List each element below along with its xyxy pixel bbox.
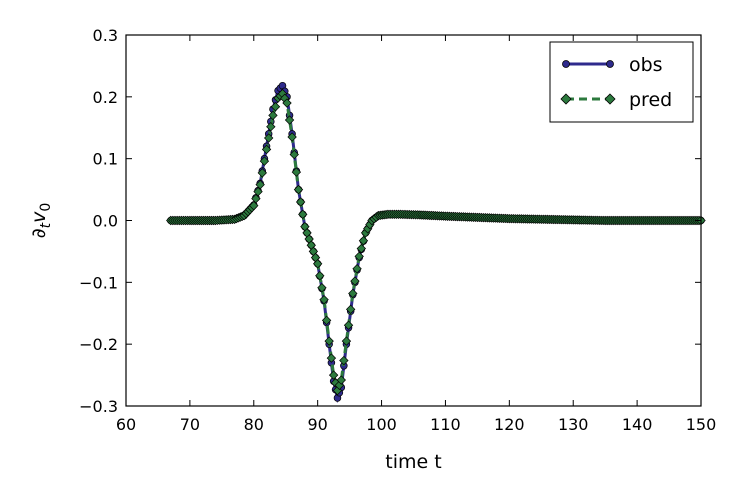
x-tick-label: 150 — [686, 415, 717, 434]
y-tick-label: 0.2 — [93, 88, 118, 107]
x-tick-label: 90 — [307, 415, 327, 434]
x-tick-label: 60 — [116, 415, 136, 434]
marker-pred — [326, 353, 337, 363]
marker-pred — [268, 110, 278, 121]
y-axis-label-sub-t: t — [38, 222, 54, 228]
x-tick-label: 130 — [558, 415, 589, 434]
marker-pred — [354, 251, 364, 262]
axis-ticks: 60 70 80 90 100 110 120 130 140 150 −0.3 −0.2 −0.1 0.… — [79, 26, 716, 434]
legend-obs-marker-left — [562, 60, 570, 68]
marker-pred — [319, 294, 329, 305]
marker-pred — [284, 115, 295, 125]
plot-data-layer — [166, 81, 706, 404]
legend-box — [549, 41, 694, 123]
y-tick-label: 0.3 — [93, 26, 118, 45]
legend-obs-marker-right — [606, 60, 614, 68]
marker-pred — [345, 304, 356, 315]
y-tick-label: −0.3 — [79, 397, 118, 416]
y-tick-label: 0.1 — [93, 150, 118, 169]
y-axis-label-sub-0: 0 — [38, 203, 54, 212]
marker-pred — [251, 193, 261, 204]
marker-pred — [343, 320, 354, 330]
marker-pred — [270, 102, 281, 112]
x-tick-label: 110 — [430, 415, 461, 434]
marker-pred — [291, 167, 302, 177]
y-tick-label: −0.2 — [79, 335, 118, 354]
marker-pred — [324, 336, 334, 346]
marker-pred — [295, 197, 306, 207]
marker-pred — [253, 186, 263, 197]
x-axis-label: time t — [385, 451, 441, 473]
legend-pred-marker-left — [560, 93, 572, 105]
y-axis-label-v: v — [28, 211, 50, 223]
marker-pred — [348, 288, 358, 299]
marker-pred — [259, 156, 270, 166]
marker-pred — [336, 375, 347, 385]
marker-pred — [255, 179, 265, 190]
marker-pred — [358, 236, 369, 246]
marker-pred — [352, 264, 362, 274]
marker-pred — [263, 133, 274, 143]
y-axis-label-partial: ∂ — [28, 228, 50, 238]
marker-pred — [289, 149, 299, 160]
y-axis-label: ∂tv0 — [28, 203, 54, 239]
legend: obs pred — [549, 41, 694, 123]
x-tick-label: 70 — [180, 415, 200, 434]
marker-pred — [298, 209, 308, 220]
marker-pred — [257, 168, 267, 178]
x-tick-label: 120 — [494, 415, 525, 434]
marker-pred — [287, 132, 297, 142]
marker-pred — [339, 355, 349, 366]
x-tick-label: 80 — [244, 415, 264, 434]
marker-pred — [293, 184, 304, 195]
marker-pred — [350, 276, 360, 286]
legend-obs-label: obs — [629, 54, 663, 76]
marker-pred — [266, 122, 276, 132]
y-tick-label: 0.0 — [93, 212, 118, 231]
marker-pred — [315, 271, 325, 281]
marker-pred — [356, 243, 367, 254]
marker-pred — [328, 370, 339, 380]
x-tick-label: 140 — [622, 415, 653, 434]
marker-pred — [317, 282, 327, 293]
marker-pred — [249, 200, 259, 211]
marker-pred — [261, 144, 272, 155]
marker-pred — [341, 336, 352, 346]
y-tick-label: −0.1 — [79, 273, 118, 292]
x-tick-label: 100 — [366, 415, 397, 434]
marker-pred — [282, 98, 292, 108]
marker-pred — [312, 259, 323, 269]
legend-pred-marker-right — [604, 93, 616, 105]
marker-pred — [321, 315, 332, 326]
legend-pred-label: pred — [629, 89, 672, 111]
